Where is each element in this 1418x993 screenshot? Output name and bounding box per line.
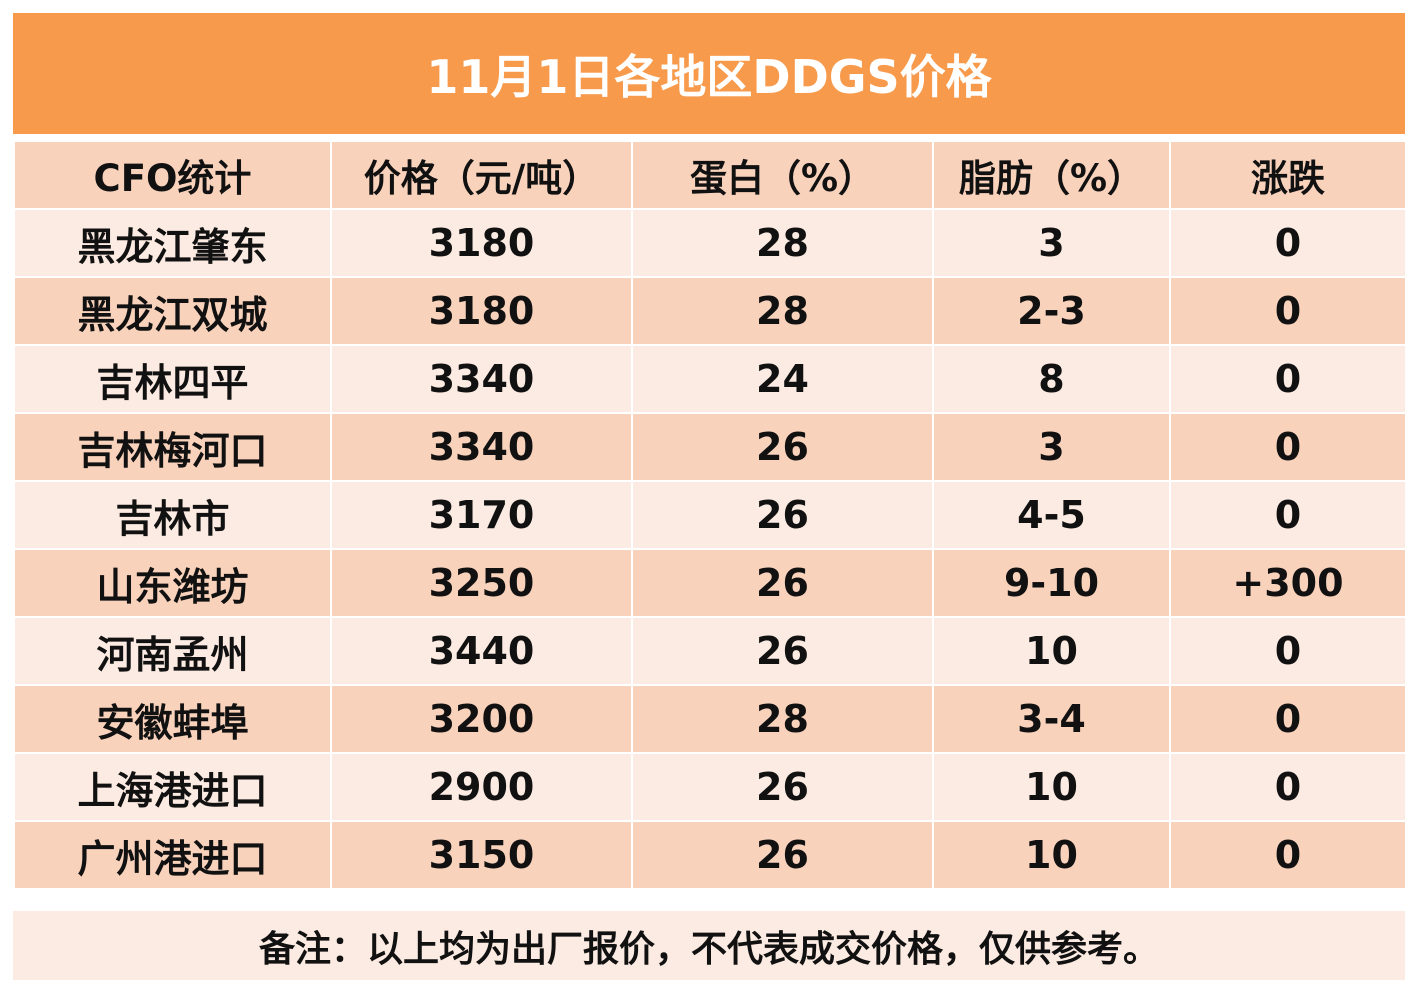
price-cell: 3340 <box>330 412 633 482</box>
column-header-price: 价格（元/吨） <box>330 140 633 210</box>
fat-cell: 8 <box>932 344 1171 414</box>
table-row: 河南孟州 3440 26 10 0 <box>13 616 1407 686</box>
region-cell: 黑龙江双城 <box>13 276 332 346</box>
protein-cell: 26 <box>631 480 934 550</box>
table-title: 11月1日各地区DDGS价格 <box>13 13 1405 134</box>
region-cell: 河南孟州 <box>13 616 332 686</box>
region-cell: 山东潍坊 <box>13 548 332 618</box>
fat-cell: 10 <box>932 820 1171 890</box>
table-row: 黑龙江双城 3180 28 2-3 0 <box>13 276 1407 346</box>
fat-cell: 10 <box>932 616 1171 686</box>
fat-cell: 3 <box>932 208 1171 278</box>
protein-cell: 26 <box>631 820 934 890</box>
table-row: 安徽蚌埠 3200 28 3-4 0 <box>13 684 1407 754</box>
change-cell-rise: +300 <box>1169 548 1407 618</box>
price-cell: 3180 <box>330 208 633 278</box>
table-row: 广州港进口 3150 26 10 0 <box>13 820 1407 890</box>
price-cell: 3440 <box>330 616 633 686</box>
price-cell: 3180 <box>330 276 633 346</box>
change-cell: 0 <box>1169 412 1407 482</box>
protein-cell: 26 <box>631 616 934 686</box>
protein-cell: 28 <box>631 276 934 346</box>
table-row: 黑龙江肇东 3180 28 3 0 <box>13 208 1407 278</box>
region-cell: 上海港进口 <box>13 752 332 822</box>
protein-cell: 24 <box>631 344 934 414</box>
change-cell: 0 <box>1169 344 1407 414</box>
price-cell: 3250 <box>330 548 633 618</box>
column-header-protein: 蛋白（%） <box>631 140 934 210</box>
change-cell: 0 <box>1169 208 1407 278</box>
change-cell: 0 <box>1169 616 1407 686</box>
fat-cell: 9-10 <box>932 548 1171 618</box>
price-cell: 3170 <box>330 480 633 550</box>
table-row: 吉林四平 3340 24 8 0 <box>13 344 1407 414</box>
region-cell: 安徽蚌埠 <box>13 684 332 754</box>
price-cell: 2900 <box>330 752 633 822</box>
table-row: 山东潍坊 3250 26 9-10 +300 <box>13 548 1407 618</box>
fat-cell: 4-5 <box>932 480 1171 550</box>
region-cell: 吉林四平 <box>13 344 332 414</box>
price-table-card: 11月1日各地区DDGS价格 CFO统计 价格（元/吨） 蛋白（%） 脂肪（%）… <box>13 13 1407 980</box>
column-header-change: 涨跌 <box>1169 140 1407 210</box>
fat-cell: 3 <box>932 412 1171 482</box>
price-cell: 3150 <box>330 820 633 890</box>
change-cell: 0 <box>1169 752 1407 822</box>
change-cell: 0 <box>1169 276 1407 346</box>
protein-cell: 28 <box>631 684 934 754</box>
column-header-region: CFO统计 <box>13 140 332 210</box>
table-row: 吉林市 3170 26 4-5 0 <box>13 480 1407 550</box>
protein-cell: 26 <box>631 548 934 618</box>
region-cell: 吉林市 <box>13 480 332 550</box>
column-header-fat: 脂肪（%） <box>932 140 1171 210</box>
price-cell: 3340 <box>330 344 633 414</box>
fat-cell: 10 <box>932 752 1171 822</box>
table-row: 吉林梅河口 3340 26 3 0 <box>13 412 1407 482</box>
region-cell: 黑龙江肇东 <box>13 208 332 278</box>
region-cell: 吉林梅河口 <box>13 412 332 482</box>
region-cell: 广州港进口 <box>13 820 332 890</box>
change-cell: 0 <box>1169 684 1407 754</box>
fat-cell: 2-3 <box>932 276 1171 346</box>
table-row: 上海港进口 2900 26 10 0 <box>13 752 1407 822</box>
protein-cell: 26 <box>631 752 934 822</box>
fat-cell: 3-4 <box>932 684 1171 754</box>
disclaimer-note: 备注：以上均为出厂报价，不代表成交价格，仅供参考。 <box>13 911 1405 980</box>
price-cell: 3200 <box>330 684 633 754</box>
protein-cell: 28 <box>631 208 934 278</box>
change-cell: 0 <box>1169 480 1407 550</box>
header-row: CFO统计 价格（元/吨） 蛋白（%） 脂肪（%） 涨跌 <box>13 140 1407 210</box>
protein-cell: 26 <box>631 412 934 482</box>
change-cell: 0 <box>1169 820 1407 890</box>
ddgs-price-table: CFO统计 价格（元/吨） 蛋白（%） 脂肪（%） 涨跌 黑龙江肇东 3180 … <box>13 140 1407 890</box>
